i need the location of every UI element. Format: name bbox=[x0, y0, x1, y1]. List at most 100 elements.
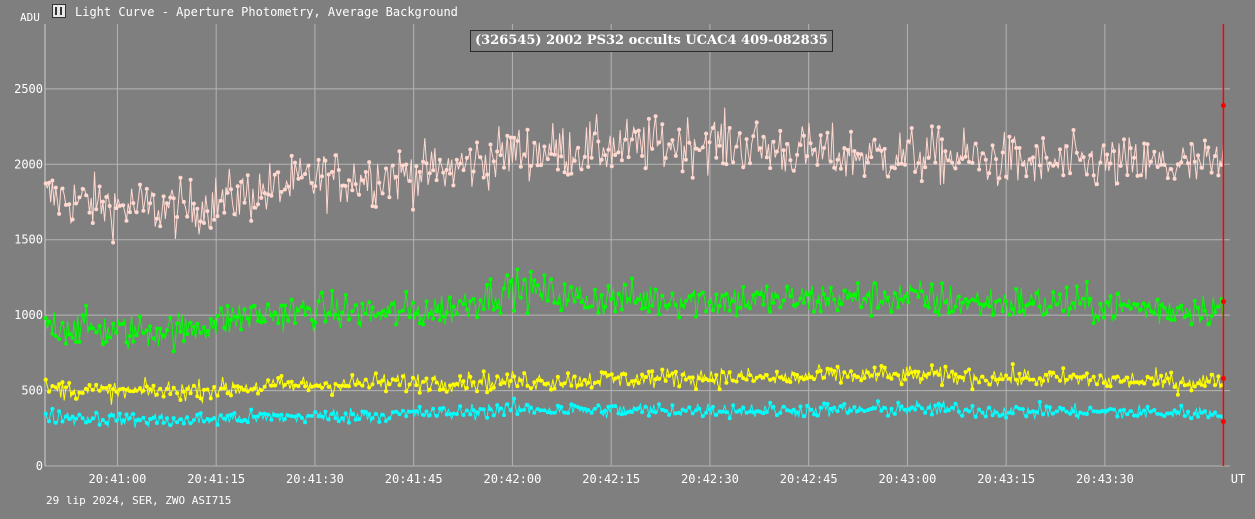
data-point bbox=[636, 297, 641, 302]
data-point bbox=[545, 298, 550, 303]
data-point bbox=[215, 214, 220, 219]
data-point bbox=[1095, 182, 1099, 187]
data-point bbox=[165, 416, 169, 421]
data-point bbox=[545, 157, 550, 162]
data-point bbox=[673, 369, 678, 374]
data-point bbox=[555, 403, 560, 408]
data-point bbox=[896, 305, 901, 310]
data-point bbox=[535, 407, 540, 412]
data-point bbox=[697, 376, 702, 381]
data-point bbox=[117, 203, 122, 208]
data-point bbox=[512, 374, 517, 379]
data-point bbox=[350, 188, 355, 193]
data-point bbox=[367, 385, 372, 390]
data-point bbox=[434, 413, 439, 418]
data-point bbox=[660, 293, 665, 298]
data-point bbox=[1149, 409, 1153, 414]
data-point bbox=[630, 379, 634, 384]
data-point bbox=[346, 384, 351, 389]
data-point bbox=[579, 406, 584, 411]
data-point bbox=[626, 410, 631, 414]
data-point bbox=[892, 166, 897, 171]
data-point bbox=[171, 385, 176, 390]
data-point bbox=[1111, 375, 1116, 380]
data-point bbox=[876, 399, 880, 404]
data-point bbox=[80, 313, 85, 317]
data-point bbox=[566, 411, 570, 415]
data-point bbox=[653, 114, 658, 119]
data-point bbox=[983, 414, 988, 419]
data-point bbox=[333, 382, 338, 386]
data-point bbox=[384, 166, 388, 171]
data-point bbox=[855, 281, 860, 286]
data-point bbox=[1044, 310, 1049, 315]
data-point bbox=[225, 190, 230, 195]
data-point bbox=[1020, 407, 1025, 412]
data-point bbox=[181, 199, 186, 204]
data-point bbox=[997, 176, 1002, 181]
data-point bbox=[731, 378, 736, 383]
data-point bbox=[43, 316, 48, 321]
light-curve-app-icon[interactable] bbox=[52, 4, 66, 18]
data-point bbox=[195, 394, 200, 399]
data-point bbox=[1037, 376, 1042, 381]
data-point bbox=[879, 299, 884, 304]
data-point bbox=[798, 375, 803, 380]
data-point bbox=[205, 328, 210, 333]
data-point bbox=[57, 382, 62, 387]
data-point bbox=[235, 315, 240, 320]
data-point bbox=[838, 166, 843, 171]
data-point bbox=[171, 416, 176, 421]
data-point bbox=[205, 209, 210, 214]
data-point bbox=[616, 375, 621, 380]
data-point bbox=[471, 408, 476, 413]
data-point bbox=[599, 293, 604, 298]
data-point bbox=[1031, 377, 1035, 382]
data-point bbox=[963, 407, 968, 412]
data-point bbox=[303, 172, 308, 176]
data-point bbox=[454, 157, 459, 162]
data-point bbox=[1206, 379, 1211, 384]
data-point bbox=[899, 297, 904, 302]
data-point bbox=[178, 417, 183, 422]
data-point bbox=[320, 174, 324, 179]
data-point bbox=[926, 405, 931, 410]
data-point bbox=[1159, 412, 1164, 417]
data-point bbox=[427, 312, 432, 316]
data-point bbox=[87, 326, 92, 331]
data-point bbox=[373, 314, 378, 318]
data-point bbox=[1047, 304, 1052, 309]
data-point bbox=[933, 370, 938, 375]
data-point bbox=[677, 315, 682, 320]
data-point bbox=[1000, 150, 1005, 155]
data-point bbox=[111, 387, 116, 391]
y-axis-label: ADU bbox=[20, 11, 40, 24]
data-point bbox=[222, 416, 227, 421]
data-point bbox=[586, 380, 591, 385]
data-point bbox=[222, 325, 227, 330]
data-point bbox=[175, 215, 180, 219]
data-point bbox=[913, 169, 918, 174]
data-point bbox=[680, 372, 685, 377]
data-point bbox=[606, 284, 611, 289]
data-point bbox=[434, 380, 439, 385]
data-point bbox=[47, 419, 51, 424]
data-point bbox=[919, 179, 924, 184]
data-point bbox=[411, 375, 415, 380]
x-tick-label: 20:43:00 bbox=[879, 472, 937, 486]
data-point bbox=[1128, 146, 1133, 151]
data-point bbox=[751, 378, 756, 383]
data-point bbox=[114, 206, 119, 211]
data-point bbox=[488, 407, 493, 412]
data-point bbox=[67, 381, 72, 385]
data-point bbox=[353, 303, 358, 308]
data-point bbox=[1017, 146, 1022, 150]
data-point bbox=[943, 300, 948, 305]
data-point bbox=[279, 412, 284, 417]
data-point bbox=[491, 413, 496, 418]
data-point bbox=[640, 154, 645, 158]
data-point bbox=[1041, 136, 1046, 141]
data-point bbox=[87, 210, 92, 215]
data-point bbox=[1125, 412, 1130, 417]
